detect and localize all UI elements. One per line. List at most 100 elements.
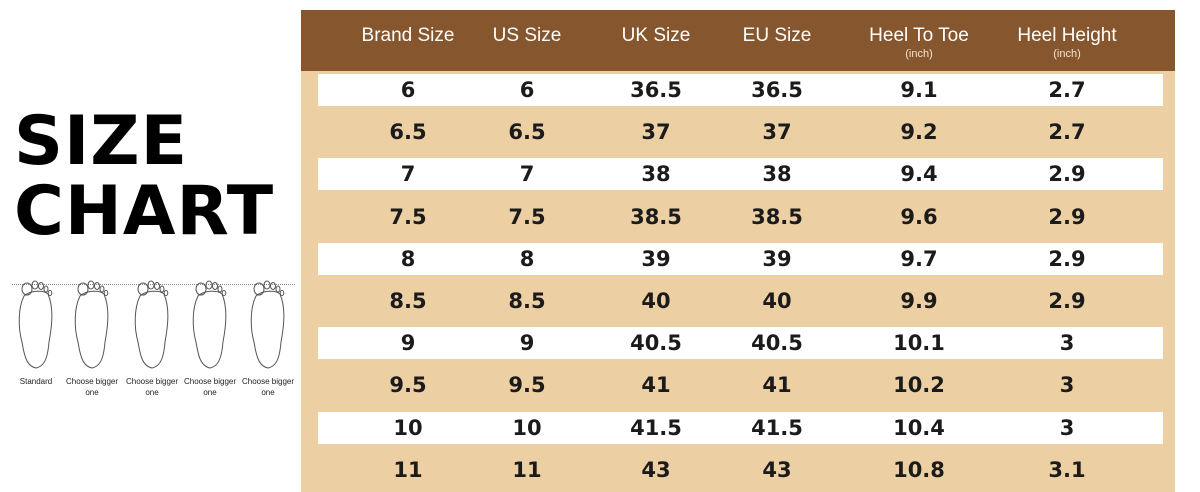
table-cell: 38.5 <box>630 204 682 229</box>
table-cell: 9 <box>519 331 535 356</box>
table-cell: 10.4 <box>893 415 945 440</box>
foot-label: Choose bigger one <box>65 377 119 397</box>
table-row: 10 10 41.5 41.5 10.4 3 <box>318 411 1163 444</box>
foot-shape-guide: Standard Choose bigger one Choose bigger o… <box>10 278 295 408</box>
column-header: Brand Size <box>338 24 478 48</box>
foot-label: Choose bigger one <box>183 377 237 397</box>
table-cell: 8 <box>519 246 535 271</box>
table-cell: 7 <box>519 162 535 187</box>
table-cell: 38.5 <box>751 204 803 229</box>
column-header: Heel Height (inch) <box>997 24 1137 60</box>
table-cell: 3 <box>1059 373 1075 398</box>
foot-outline-2: Choose bigger one <box>66 278 118 408</box>
table-cell: 40 <box>762 289 792 313</box>
table-cell: 40.5 <box>751 331 803 356</box>
table-cell: 36.5 <box>751 78 803 102</box>
table-cell: 9.1 <box>900 78 938 102</box>
table-cell: 8 <box>400 246 416 271</box>
table-cell: 9.7 <box>900 246 938 271</box>
foot-icon <box>134 280 169 369</box>
column-header-label: Heel To Toe <box>869 25 969 46</box>
table-row: 7.5 7.5 38.5 38.5 9.6 2.9 <box>318 201 1163 233</box>
table-row: 6.5 6.5 37 37 9.2 2.7 <box>318 116 1163 148</box>
table-cell: 7.5 <box>389 204 427 229</box>
foot-outline-1: Standard <box>10 278 62 408</box>
table-cell: 37 <box>762 120 792 145</box>
column-header-label: Heel Height <box>1017 25 1117 46</box>
table-cell: 43 <box>762 457 792 482</box>
table-cell: 7 <box>400 162 416 187</box>
table-cell: 2.9 <box>1048 246 1086 271</box>
foot-label: Choose bigger one <box>125 377 179 397</box>
foot-icon <box>250 280 285 369</box>
size-chart-title-line1: SIZE <box>14 102 189 181</box>
column-header-label: EU Size <box>742 25 812 46</box>
foot-outline-5: Choose bigger one <box>242 278 294 408</box>
table-cell: 43 <box>641 457 671 482</box>
column-header: EU Size <box>707 24 847 48</box>
table-cell: 40.5 <box>630 331 682 356</box>
table-cell: 38 <box>762 162 792 187</box>
table-row: 6 6 36.5 36.5 9.1 2.7 <box>318 74 1163 106</box>
column-header: US Size <box>457 24 597 48</box>
table-cell: 7.5 <box>508 204 546 229</box>
table-cell: 11 <box>512 457 542 482</box>
table-cell: 6.5 <box>389 120 427 145</box>
column-header-label: US Size <box>492 25 562 46</box>
table-row: 8 8 39 39 9.7 2.9 <box>318 242 1163 275</box>
table-cell: 8.5 <box>508 289 546 313</box>
table-cell: 6 <box>519 78 535 102</box>
table-cell: 9.4 <box>900 162 938 187</box>
table-cell: 9.6 <box>900 204 938 229</box>
table-row: 11 11 43 43 10.8 3.1 <box>318 454 1163 486</box>
column-header: UK Size <box>586 24 726 48</box>
table-cell: 10.1 <box>893 331 945 356</box>
table-cell: 3 <box>1059 331 1075 356</box>
column-header-label: Brand Size <box>361 25 455 46</box>
foot-icon <box>192 280 227 369</box>
table-cell: 38 <box>641 162 671 187</box>
table-cell: 9.2 <box>900 120 938 145</box>
size-table: Brand Size US Size UK Size EU Size Heel To T… <box>301 10 1175 492</box>
table-cell: 36.5 <box>630 78 682 102</box>
table-cell: 37 <box>641 120 671 145</box>
table-cell: 3 <box>1059 415 1075 440</box>
table-row: 7 7 38 38 9.4 2.9 <box>318 158 1163 191</box>
foot-icon <box>74 280 109 369</box>
table-row: 9.5 9.5 41 41 10.2 3 <box>318 369 1163 401</box>
foot-outline-3: Choose bigger one <box>126 278 178 408</box>
table-cell: 2.7 <box>1048 120 1086 145</box>
table-row: 9 9 40.5 40.5 10.1 3 <box>318 327 1163 360</box>
table-cell: 10 <box>393 415 423 440</box>
table-cell: 8.5 <box>389 289 427 313</box>
table-cell: 41.5 <box>630 415 682 440</box>
table-cell: 6 <box>400 78 416 102</box>
table-cell: 40 <box>641 289 671 313</box>
foot-icon <box>18 280 53 369</box>
table-cell: 2.9 <box>1048 162 1086 187</box>
column-header-label: UK Size <box>621 25 691 46</box>
table-cell: 9 <box>400 331 416 356</box>
table-cell: 2.9 <box>1048 289 1086 313</box>
column-header: Heel To Toe (inch) <box>849 24 989 60</box>
size-table-header: Brand Size US Size UK Size EU Size Heel To T… <box>301 10 1175 71</box>
column-header-unit: (inch) <box>1053 48 1081 60</box>
table-cell: 9.5 <box>508 373 546 398</box>
column-header-unit: (inch) <box>905 48 933 60</box>
table-cell: 41 <box>762 373 792 398</box>
table-cell: 10.8 <box>893 457 945 482</box>
table-cell: 10.2 <box>893 373 945 398</box>
table-cell: 2.9 <box>1048 204 1086 229</box>
foot-outline-4: Choose bigger one <box>184 278 236 408</box>
table-cell: 39 <box>762 246 792 271</box>
size-chart-title-line2: CHART <box>14 172 275 251</box>
table-cell: 9.9 <box>900 289 938 313</box>
table-cell: 41 <box>641 373 671 398</box>
foot-label: Choose bigger one <box>241 377 295 397</box>
table-cell: 10 <box>512 415 542 440</box>
table-cell: 11 <box>393 457 423 482</box>
table-cell: 9.5 <box>389 373 427 398</box>
table-cell: 2.7 <box>1048 78 1086 102</box>
foot-label: Standard <box>19 377 53 386</box>
table-cell: 39 <box>641 246 671 271</box>
